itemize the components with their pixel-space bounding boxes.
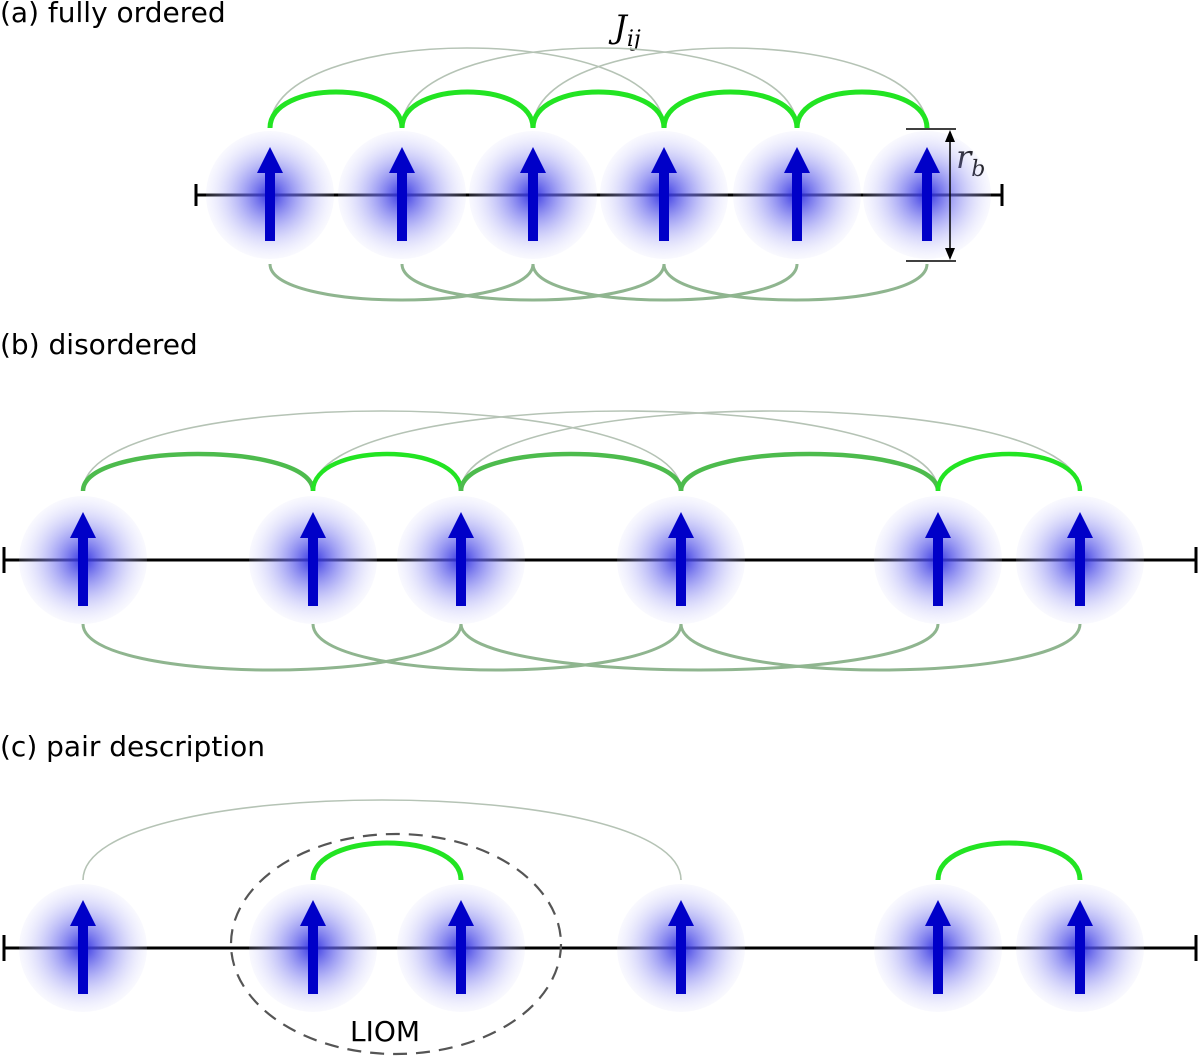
panel-a-spin-5-arrow-shaft <box>792 169 802 241</box>
panel-b-nnn-arc-3-5 <box>459 623 940 672</box>
panel-a-spin-3-arrow-shaft <box>528 169 538 241</box>
panel-c-coupling-arc-1-4 <box>82 799 682 881</box>
panel-a-spin-1-arrow-head <box>257 147 283 173</box>
panel-a-spin-3-arrow-head <box>520 147 546 173</box>
panel-b-nn-arc-3-4 <box>458 451 684 492</box>
panel-c-spin-4-arrow-head <box>668 900 694 926</box>
panel-b-nn-arc-1-2 <box>80 451 316 492</box>
panel-b-spin-5-arrow-head <box>925 512 951 538</box>
panel-c-spin-6-arrow-shaft <box>1075 922 1085 994</box>
panel-a-nn-arc-1-2 <box>267 89 405 129</box>
panel-a-coupling-arc-2-5 <box>401 47 798 129</box>
panel-a-spin-4-arrow-shaft <box>659 169 669 241</box>
panel-a-nn-arc-4-5 <box>661 89 800 129</box>
panel-b-nn-arc-2-3 <box>310 451 464 492</box>
panel-c-spin-3-arrow-head <box>448 900 474 926</box>
panel-b-spin-6-arrow-head <box>1067 512 1093 538</box>
panel-a-spin-1-arrow-shaft <box>265 169 275 241</box>
panel-c-label: (c) pair description <box>0 730 265 763</box>
panel-b-nnn-arc-1-3 <box>81 623 463 672</box>
radius-marker-arrow-bottom <box>945 248 955 260</box>
coupling-symbol-subscript: ij <box>627 27 641 52</box>
panel-c-spin-3-arrow-shaft <box>456 922 466 994</box>
panel-b-spin-4-arrow-shaft <box>676 534 686 606</box>
panel-c-pair-arc-2-3 <box>310 840 464 881</box>
panel-b-spin-4-arrow-head <box>668 512 694 538</box>
panel-a-nnn-arc-3-5 <box>531 263 799 302</box>
panel-b-label: (b) disordered <box>0 328 198 361</box>
panel-a-nn-arc-5-6 <box>794 89 930 129</box>
panel-b-spin-2-arrow-shaft <box>308 534 318 606</box>
panel-a-nn-arc-2-3 <box>399 89 536 129</box>
panel-c-spin-2-arrow-head <box>300 900 326 926</box>
panel-c-spin-2-arrow-shaft <box>308 922 318 994</box>
liom-label: LIOM <box>350 1015 420 1048</box>
panel-b-spin-1-arrow-shaft <box>78 534 88 606</box>
coupling-symbol: Jij <box>608 8 641 52</box>
panel-a-spin-2-arrow-shaft <box>397 169 407 241</box>
panel-b-nn-arc-4-5 <box>678 451 941 492</box>
panel-b-spin-3-arrow-head <box>448 512 474 538</box>
panel-a-spin-2-arrow-head <box>389 147 415 173</box>
panel-a-spin-4-arrow-head <box>651 147 677 173</box>
panel-b-spin-1-arrow-head <box>70 512 96 538</box>
panel-c-pair-arc-5-6 <box>935 840 1083 881</box>
panel-b-spin-3-arrow-shaft <box>456 534 466 606</box>
panel-b-coupling-arc-2-5 <box>312 410 939 492</box>
panel-a-nnn-arc-2-4 <box>400 263 666 302</box>
panel-b-spin-6-arrow-shaft <box>1075 534 1085 606</box>
radius-marker-arrow-top <box>945 130 955 142</box>
panel-b-nn-arc-5-6 <box>935 451 1083 492</box>
panel-a-spin-6-arrow-shaft <box>922 169 932 241</box>
panel-b-coupling-arc-3-6 <box>460 410 1081 492</box>
panel-b-coupling-arc-1-4 <box>82 410 682 492</box>
panel-c-spin-1-arrow-head <box>70 900 96 926</box>
panel-b-spin-2-arrow-head <box>300 512 326 538</box>
panel-a-spin-5-arrow-head <box>784 147 810 173</box>
panel-a-spin-6-arrow-head <box>914 147 940 173</box>
panel-b-spin-5-arrow-shaft <box>933 534 943 606</box>
coupling-symbol-main: J <box>608 8 629 46</box>
panel-a-coupling-arc-3-6 <box>532 47 928 129</box>
panel-c-spin-5-arrow-head <box>925 900 951 926</box>
panel-a-nn-arc-3-4 <box>530 89 667 129</box>
panel-a-label: (a) fully ordered <box>0 0 226 29</box>
panel-a-nnn-arc-4-6 <box>662 263 929 302</box>
drawing-layer <box>2 47 1198 1056</box>
panel-b-nnn-arc-4-6 <box>679 623 1082 672</box>
panel-c-spin-4-arrow-shaft <box>676 922 686 994</box>
panel-a-coupling-arc-1-4 <box>269 47 665 129</box>
liom-pair-boundary <box>229 832 563 1056</box>
panel-b-nnn-arc-2-4 <box>311 623 683 672</box>
panel-a-nnn-arc-1-3 <box>268 263 535 302</box>
panel-c-spin-6-arrow-head <box>1067 900 1093 926</box>
panel-c-spin-1-arrow-shaft <box>78 922 88 994</box>
panel-c-spin-5-arrow-shaft <box>933 922 943 994</box>
